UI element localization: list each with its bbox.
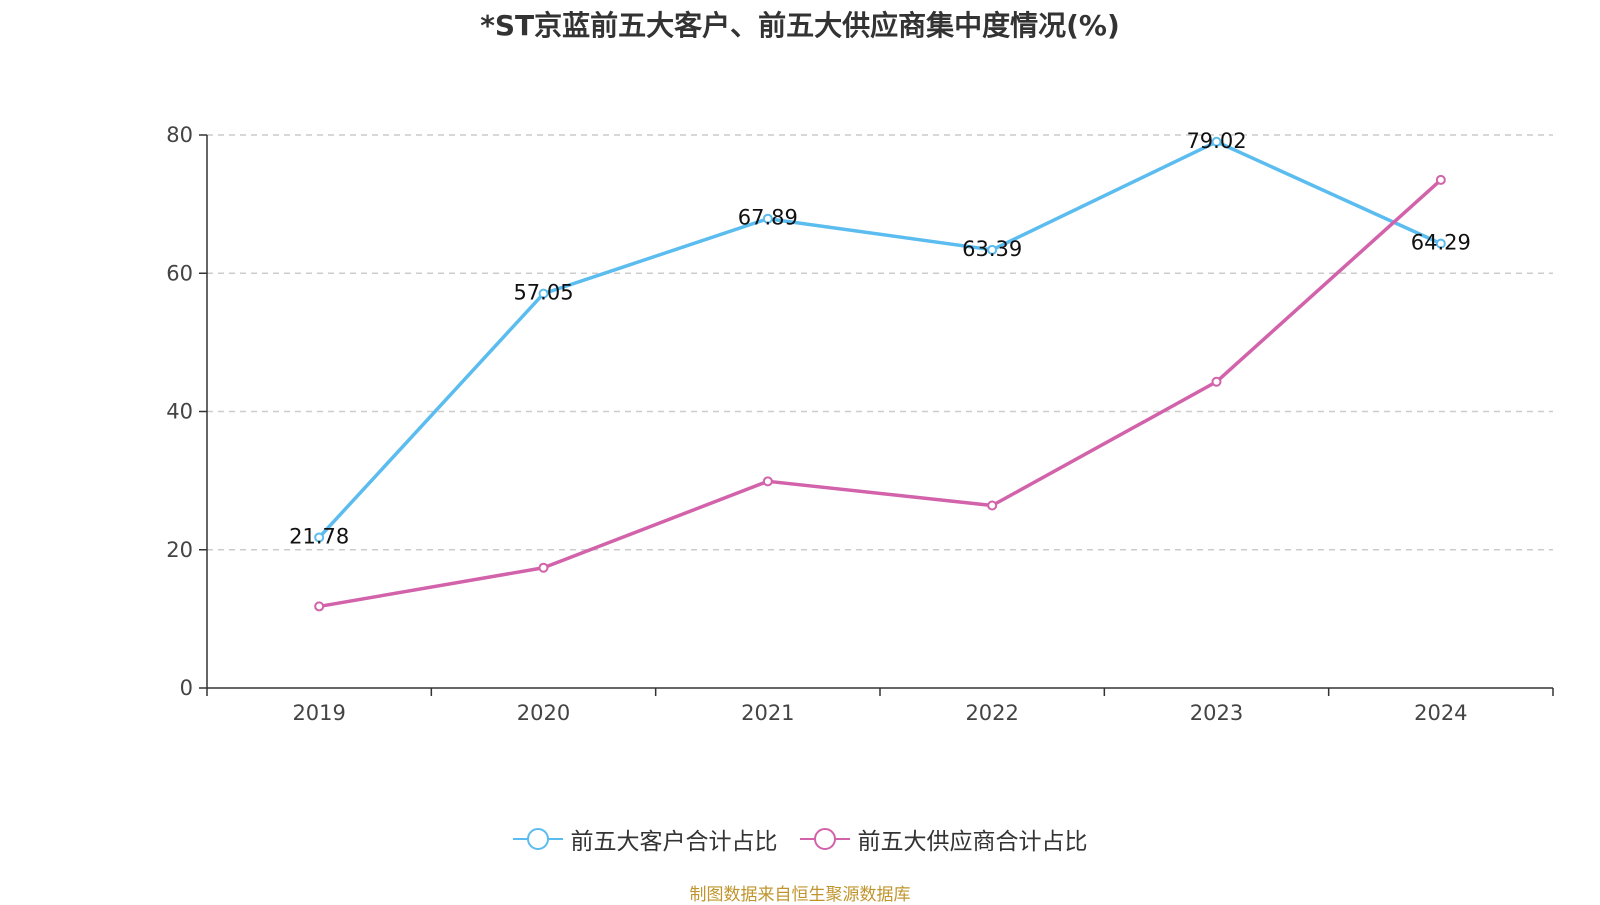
chart-title: *ST京蓝前五大客户、前五大供应商集中度情况(%) <box>480 9 1120 42</box>
series-line-0 <box>317 140 1442 539</box>
data-label: 21.78 <box>289 524 349 548</box>
x-tick-label: 2023 <box>1190 701 1243 725</box>
data-point[interactable] <box>1435 174 1446 185</box>
source-note: 制图数据来自恒生聚源数据库 <box>689 885 911 905</box>
data-point[interactable] <box>314 601 325 612</box>
data-label: 67.89 <box>738 206 798 230</box>
legend-line-circle-icon <box>799 828 850 850</box>
legend-label-suppliers: 前五大供应商合计占比 <box>857 829 1088 855</box>
legend: 前五大客户合计占比 前五大供应商合计占比 <box>0 822 1600 856</box>
data-point[interactable] <box>1435 238 1446 249</box>
data-point[interactable] <box>538 288 549 299</box>
axes: 0 20 40 60 80 2019 2020 2021 2022 2023 2024 <box>166 123 1554 725</box>
x-tick-label: 2019 <box>292 701 345 725</box>
series <box>314 136 1446 612</box>
y-tick-label: 80 <box>166 123 193 147</box>
data-point[interactable] <box>762 476 773 487</box>
data-point[interactable] <box>538 562 549 573</box>
x-tick-label: 2024 <box>1414 701 1467 725</box>
grid-lines <box>207 134 1553 551</box>
y-tick-label: 60 <box>166 261 193 285</box>
legend-item-suppliers[interactable]: 前五大供应商合计占比 <box>799 822 1088 856</box>
legend-line-circle-icon <box>512 828 563 850</box>
series-line-1 <box>318 178 1443 609</box>
x-tick-label: 2020 <box>517 701 570 725</box>
legend-item-customers[interactable]: 前五大客户合计占比 <box>512 822 778 856</box>
y-tick-label: 0 <box>180 676 193 700</box>
x-tick-label: 2021 <box>741 701 794 725</box>
data-point[interactable] <box>987 500 998 511</box>
y-tick-label: 20 <box>166 538 193 562</box>
data-label: 79.02 <box>1186 129 1246 153</box>
data-point[interactable] <box>987 244 998 255</box>
y-tick-label: 40 <box>166 400 193 424</box>
data-point[interactable] <box>1211 136 1222 147</box>
data-label: 63.39 <box>962 237 1022 261</box>
legend-label-customers: 前五大客户合计占比 <box>570 829 778 855</box>
data-point[interactable] <box>1211 376 1222 387</box>
data-point[interactable] <box>314 532 325 543</box>
data-labels: 21.78 57.05 67.89 63.39 79.02 64.29 <box>289 129 1471 549</box>
data-point[interactable] <box>762 213 773 224</box>
x-tick-label: 2022 <box>965 701 1018 725</box>
data-label: 57.05 <box>513 281 573 305</box>
data-label: 64.29 <box>1411 231 1471 255</box>
